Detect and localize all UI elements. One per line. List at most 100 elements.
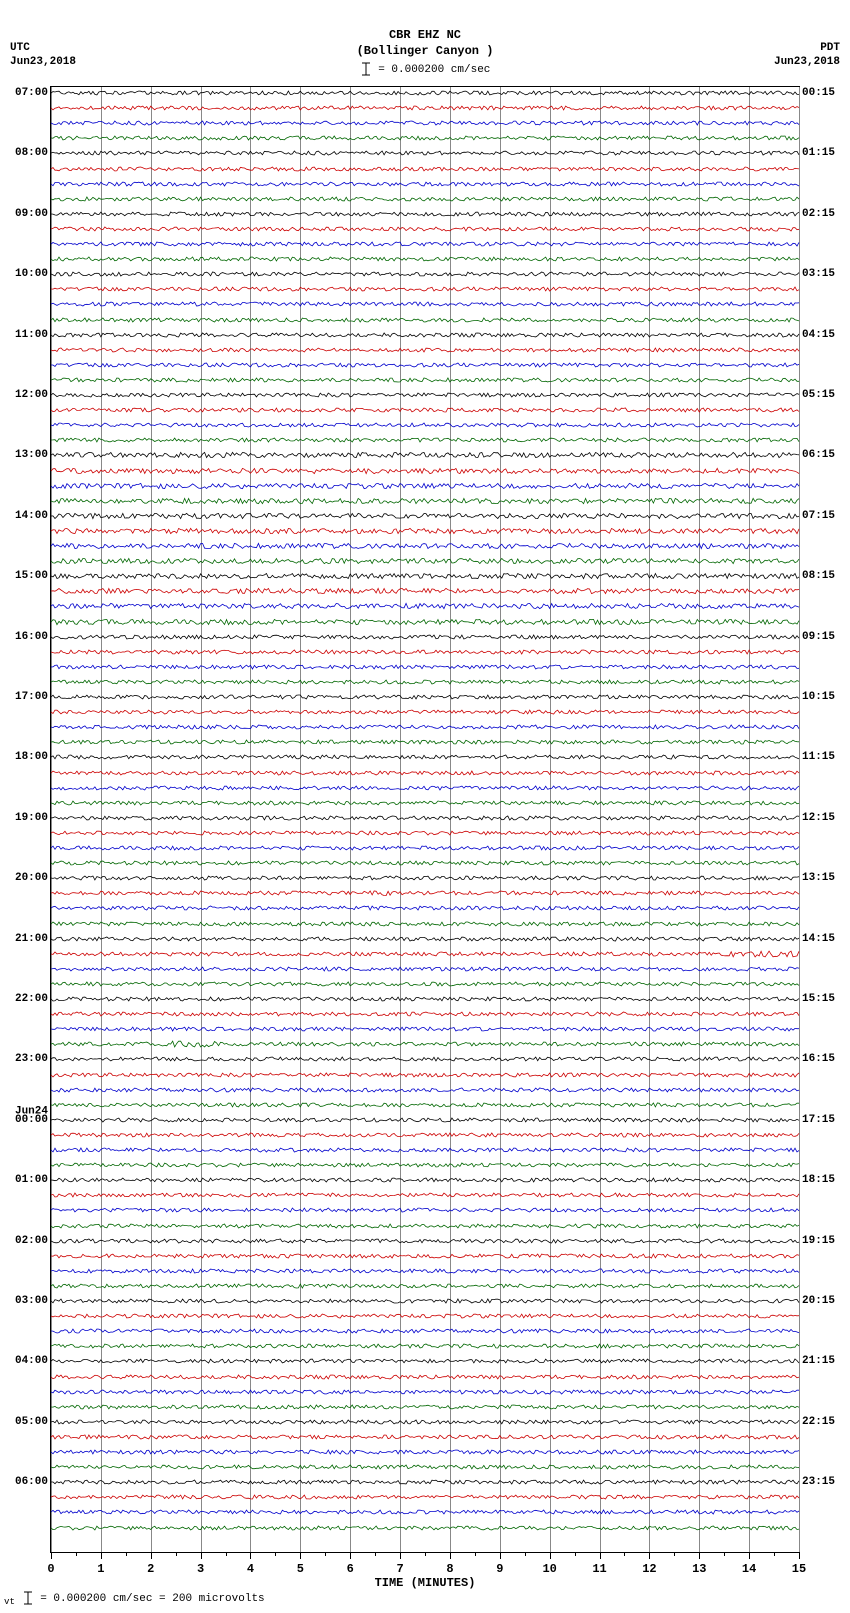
seismic-trace <box>51 994 799 1004</box>
xtick <box>350 1552 351 1559</box>
seismic-trace <box>51 617 799 627</box>
seismic-trace <box>51 269 799 279</box>
xtick-minor <box>226 1552 227 1556</box>
plot-area: TIME (MINUTES) 012345678910111213141507:… <box>50 86 800 1553</box>
seismic-trace <box>51 632 799 642</box>
seismic-trace <box>51 148 799 158</box>
xtick <box>699 1552 700 1559</box>
pdt-time-label: 04:15 <box>802 329 835 341</box>
seismic-trace <box>51 662 799 672</box>
pdt-time-label: 05:15 <box>802 389 835 401</box>
xtick-label: 9 <box>496 1562 503 1576</box>
xtick <box>749 1552 750 1559</box>
xtick-minor <box>425 1552 426 1556</box>
station-code: CBR EHZ NC <box>0 28 850 42</box>
xtick-minor <box>126 1552 127 1556</box>
seismic-trace <box>51 360 799 370</box>
seismic-trace <box>51 586 799 596</box>
utc-time-label: 05:00 <box>15 1416 48 1428</box>
seismic-trace <box>51 1432 799 1442</box>
xtick <box>201 1552 202 1559</box>
xtick <box>250 1552 251 1559</box>
seismic-trace <box>51 1130 799 1140</box>
xtick-label: 2 <box>147 1562 154 1576</box>
utc-time-label: 13:00 <box>15 449 48 461</box>
xtick-minor <box>76 1552 77 1556</box>
seismic-trace <box>51 722 799 732</box>
seismic-trace <box>51 1462 799 1472</box>
utc-time-label: 21:00 <box>15 933 48 945</box>
seismic-trace <box>51 707 799 717</box>
seismic-trace <box>51 949 799 959</box>
utc-time-label: 01:00 <box>15 1174 48 1186</box>
seismic-trace <box>51 677 799 687</box>
seismic-trace <box>51 1221 799 1231</box>
seismic-trace <box>51 979 799 989</box>
utc-time-label: 06:00 <box>15 1476 48 1488</box>
pdt-time-label: 15:15 <box>802 993 835 1005</box>
scale-value: = 0.000200 cm/sec <box>378 64 490 76</box>
seismic-trace <box>51 752 799 762</box>
seismic-trace <box>51 1387 799 1397</box>
utc-time-label: 19:00 <box>15 812 48 824</box>
seismic-trace <box>51 481 799 491</box>
xtick-label: 12 <box>642 1562 656 1576</box>
seismic-trace <box>51 390 799 400</box>
seismic-trace <box>51 783 799 793</box>
seismic-trace <box>51 1311 799 1321</box>
seismic-trace <box>51 1009 799 1019</box>
seismic-trace <box>51 1236 799 1246</box>
seismic-trace <box>51 1115 799 1125</box>
xtick-minor <box>724 1552 725 1556</box>
seismic-trace <box>51 330 799 340</box>
utc-time-label: 15:00 <box>15 570 48 582</box>
xtick <box>101 1552 102 1559</box>
xtick-label: 15 <box>792 1562 806 1576</box>
seismic-trace <box>51 1100 799 1110</box>
xtick-label: 8 <box>446 1562 453 1576</box>
seismic-trace <box>51 1296 799 1306</box>
utc-time-label: 17:00 <box>15 691 48 703</box>
pdt-time-label: 03:15 <box>802 268 835 280</box>
utc-time-label: 20:00 <box>15 872 48 884</box>
xtick-minor <box>674 1552 675 1556</box>
seismic-trace <box>51 813 799 823</box>
seismic-trace <box>51 737 799 747</box>
seismic-trace <box>51 450 799 460</box>
utc-time-label: 22:00 <box>15 993 48 1005</box>
seismic-trace <box>51 1251 799 1261</box>
seismic-trace <box>51 1145 799 1155</box>
seismic-trace <box>51 1402 799 1412</box>
seismic-trace <box>51 164 799 174</box>
seismic-trace <box>51 571 799 581</box>
seismic-trace <box>51 934 799 944</box>
seismic-trace <box>51 1356 799 1366</box>
seismic-trace <box>51 209 799 219</box>
left-date: Jun23,2018 <box>10 56 76 68</box>
xtick-minor <box>525 1552 526 1556</box>
seismic-trace <box>51 1492 799 1502</box>
seismic-trace <box>51 179 799 189</box>
seismic-trace <box>51 118 799 128</box>
xtick <box>600 1552 601 1559</box>
utc-time-label: 08:00 <box>15 147 48 159</box>
date-change-label: Jun24 <box>15 1105 48 1117</box>
utc-time-label: 18:00 <box>15 751 48 763</box>
seismic-trace <box>51 496 799 506</box>
utc-time-label: 12:00 <box>15 389 48 401</box>
xtick <box>300 1552 301 1559</box>
seismic-trace <box>51 692 799 702</box>
pdt-time-label: 10:15 <box>802 691 835 703</box>
seismic-trace <box>51 194 799 204</box>
xtick-minor <box>176 1552 177 1556</box>
seismic-trace <box>51 828 799 838</box>
xtick-minor <box>375 1552 376 1556</box>
scale-bar-icon <box>22 1591 34 1605</box>
pdt-time-label: 17:15 <box>802 1114 835 1126</box>
seismic-trace <box>51 420 799 430</box>
xtick <box>151 1552 152 1559</box>
utc-time-label: 11:00 <box>15 329 48 341</box>
seismic-trace <box>51 919 799 929</box>
xtick-label: 7 <box>396 1562 403 1576</box>
seismic-trace <box>51 858 799 868</box>
